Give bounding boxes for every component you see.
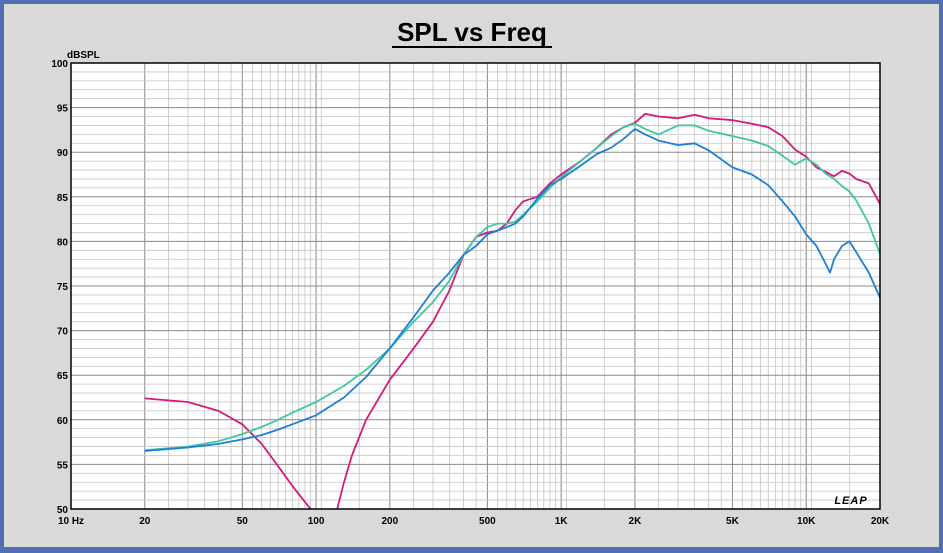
leap-watermark: LEAP: [834, 495, 867, 507]
x-tick-label: 20: [139, 516, 151, 527]
y-tick-labels: 100 95 90 85 80 75 70 65 60 55 50: [51, 59, 68, 516]
spl-chart: SPL vs Freq dBSPL 100 95 90 85 80 75 70 65 60 55 5…: [51, 17, 890, 527]
y-tick-label: 100: [51, 59, 68, 70]
series-line-2: [144, 122, 880, 451]
grid: [71, 62, 880, 510]
series-group: [144, 112, 880, 509]
x-tick-label: 2K: [629, 516, 643, 527]
y-tick-label: 55: [57, 460, 69, 471]
x-tick-label: 20K: [871, 516, 890, 527]
y-tick-label: 60: [57, 416, 69, 427]
y-tick-label: 70: [57, 327, 69, 338]
x-tick-label: 500: [479, 516, 496, 527]
y-tick-label: 65: [57, 371, 69, 382]
y-tick-label: 75: [57, 282, 69, 293]
y-tick-label: 50: [57, 505, 69, 516]
y-axis-label: dBSPL: [67, 50, 100, 61]
x-tick-label: 5K: [726, 516, 740, 527]
y-tick-label: 85: [57, 193, 69, 204]
series-line-3: [144, 128, 880, 452]
y-tick-label: 95: [57, 104, 69, 115]
x-tick-label: 10 Hz: [58, 516, 84, 527]
plot-border: [70, 62, 881, 510]
x-tick-label: 1K: [555, 516, 569, 527]
chart-title: SPL vs Freq: [397, 17, 547, 47]
series-line-1: [144, 397, 312, 509]
y-tick-label: 90: [57, 148, 69, 159]
x-tick-label: 50: [237, 516, 249, 527]
y-tick-label: 80: [57, 237, 69, 248]
x-tick-label: 200: [382, 516, 399, 527]
x-tick-labels: 10 Hz 20 50 100 200 500 1K 2K 5K 10K 20K: [58, 516, 890, 527]
x-tick-label: 100: [308, 516, 325, 527]
x-tick-label: 10K: [797, 516, 816, 527]
